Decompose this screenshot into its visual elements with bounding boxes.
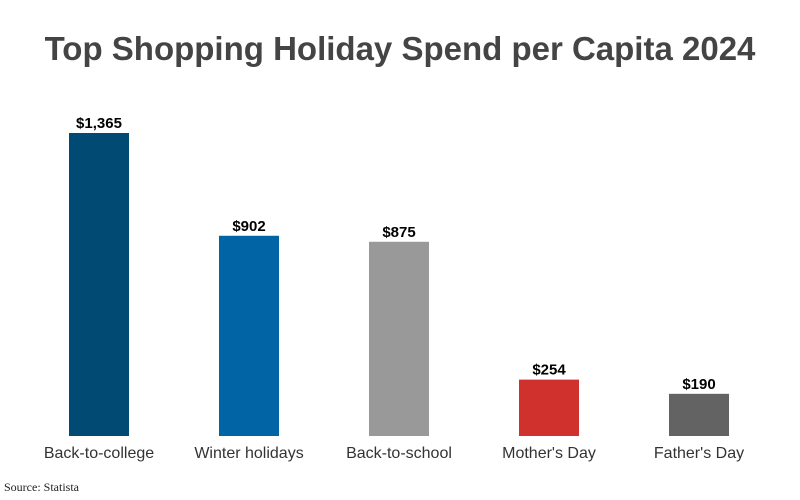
x-tick-label: Winter holidays bbox=[194, 445, 303, 462]
data-label: $190 bbox=[682, 376, 715, 393]
source-note: Source: Statista bbox=[4, 480, 79, 494]
data-label: $1,365 bbox=[76, 115, 122, 132]
bar-winter-holidays bbox=[219, 235, 279, 436]
bar-father-s-day bbox=[669, 393, 729, 436]
x-tick-label: Father's Day bbox=[654, 445, 744, 462]
chart-title: Top Shopping Holiday Spend per Capita 20… bbox=[44, 30, 756, 67]
x-tick-label: Back-to-school bbox=[346, 445, 452, 462]
data-label: $902 bbox=[232, 218, 265, 235]
x-tick-label: Mother's Day bbox=[502, 445, 596, 462]
bar-back-to-college bbox=[69, 133, 129, 436]
data-label: $254 bbox=[532, 362, 566, 379]
bar-back-to-school bbox=[369, 241, 429, 436]
x-tick-label: Back-to-college bbox=[44, 445, 154, 462]
bar-mother-s-day bbox=[519, 379, 579, 436]
data-label: $875 bbox=[382, 224, 415, 241]
